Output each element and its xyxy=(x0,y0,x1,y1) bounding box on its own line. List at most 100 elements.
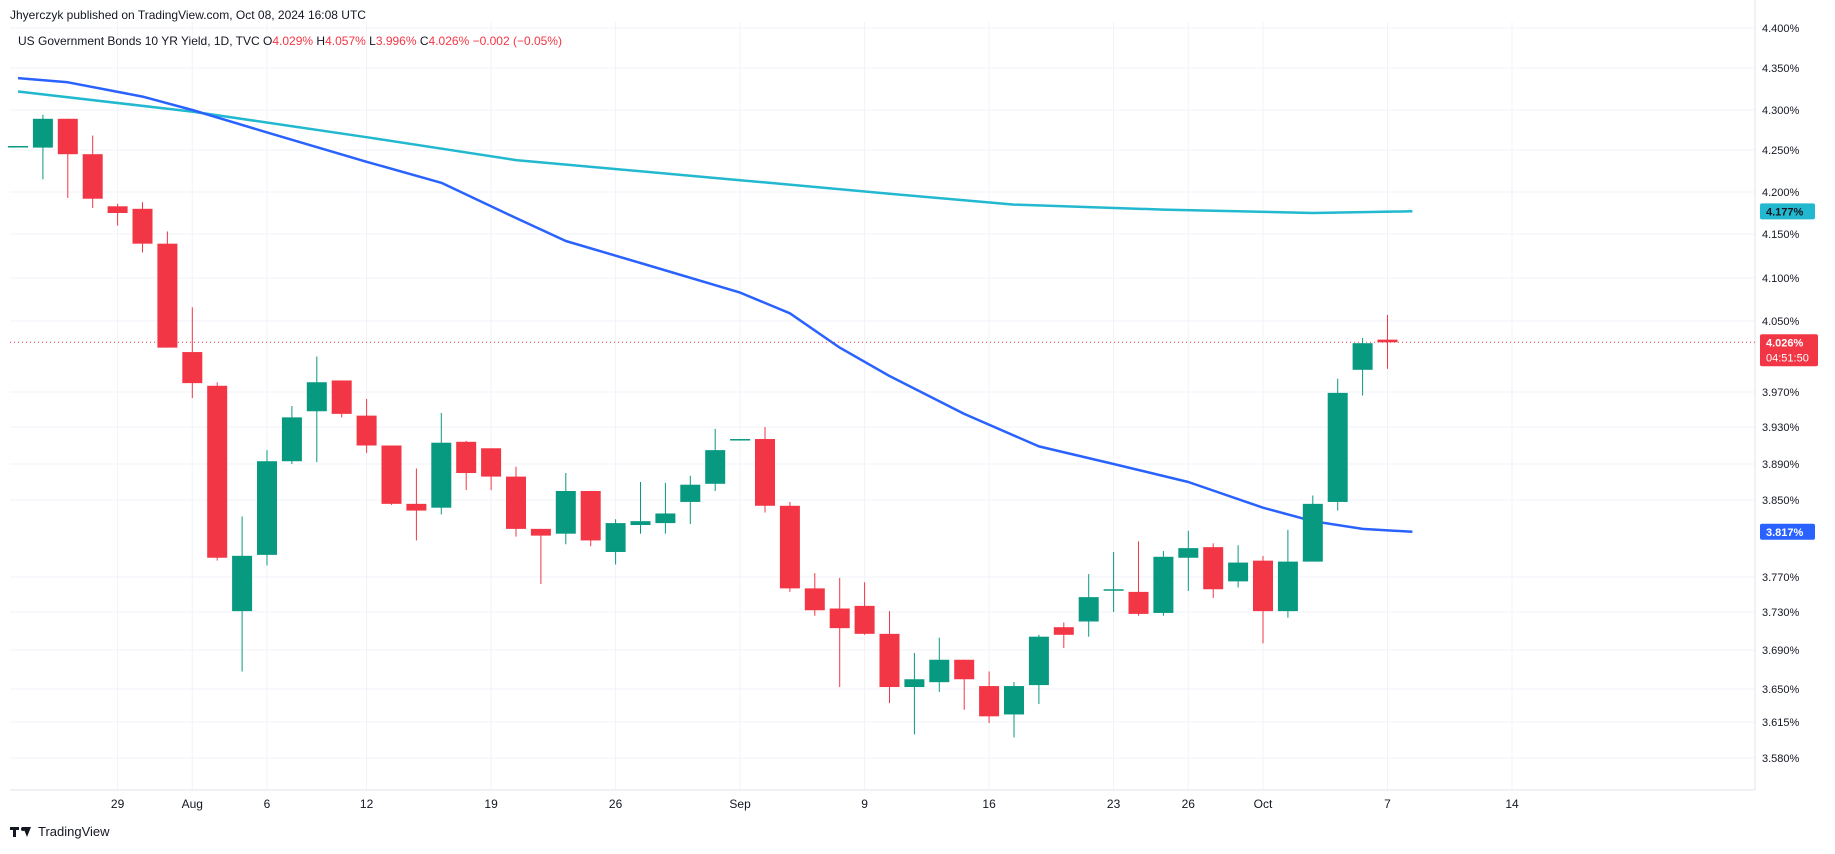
candle-body xyxy=(1277,561,1298,612)
x-tick-label: Oct xyxy=(1254,797,1273,811)
candle-body xyxy=(1377,339,1398,343)
candle-body xyxy=(804,588,825,611)
y-tick-label: 4.100% xyxy=(1762,273,1800,285)
last-price-badge-text: 4.026% xyxy=(1766,337,1804,349)
candle-body xyxy=(929,659,950,683)
candle-body xyxy=(431,442,452,508)
candle-body xyxy=(1103,589,1124,591)
candle-body xyxy=(406,503,427,511)
x-tick-label: 19 xyxy=(484,797,498,811)
candle-body xyxy=(605,523,626,552)
symbol-name: US Government Bonds 10 YR Yield, 1D, TVC xyxy=(18,34,260,48)
y-tick-label: 4.050% xyxy=(1762,316,1800,328)
candle-body xyxy=(207,385,228,558)
footer-brand-text: TradingView xyxy=(38,824,110,839)
y-tick-label: 3.650% xyxy=(1762,684,1800,696)
y-tick-label: 3.890% xyxy=(1762,459,1800,471)
ma200-badge xyxy=(1760,203,1815,220)
candle-body xyxy=(705,450,726,484)
candle-body xyxy=(331,380,352,414)
candle-body xyxy=(281,417,302,462)
y-tick-label: 4.200% xyxy=(1762,187,1800,199)
y-tick-label: 3.970% xyxy=(1762,387,1800,399)
high-value: 4.057% xyxy=(325,34,366,48)
candle-body xyxy=(979,686,1000,717)
ma50-badge xyxy=(1760,523,1815,540)
y-tick-label: 3.690% xyxy=(1762,645,1800,657)
candle-body xyxy=(655,513,676,524)
candle-body xyxy=(680,484,701,502)
tradingview-logo-icon xyxy=(10,825,32,839)
candle-body xyxy=(1078,597,1099,622)
candle-body xyxy=(1053,627,1074,635)
candle-body xyxy=(829,608,850,629)
y-tick-label: 4.300% xyxy=(1762,105,1800,117)
x-tick-label: 26 xyxy=(609,797,623,811)
candle-body xyxy=(1004,686,1024,715)
ma200-badge-text: 4.177% xyxy=(1766,206,1804,218)
y-tick-label: 3.730% xyxy=(1762,607,1800,619)
x-tick-label: 29 xyxy=(111,797,125,811)
candle-body xyxy=(481,448,502,477)
low-value: 3.996% xyxy=(375,34,417,48)
open-label: O xyxy=(263,34,273,48)
candle-body xyxy=(1178,548,1199,558)
candle-body xyxy=(132,208,153,244)
candle-body xyxy=(904,679,925,688)
x-tick-label: 7 xyxy=(1384,797,1391,811)
x-tick-label: 9 xyxy=(861,797,868,811)
x-tick-label: Aug xyxy=(182,797,203,811)
countdown-badge-text: 04:51:50 xyxy=(1766,352,1809,364)
close-label: C xyxy=(419,34,429,48)
y-tick-label: 3.930% xyxy=(1762,422,1800,434)
open-value: 4.029% xyxy=(272,34,314,48)
candle-body xyxy=(1352,343,1373,370)
y-tick-label: 4.150% xyxy=(1762,229,1800,241)
candle-body xyxy=(580,491,601,541)
candle-body xyxy=(1253,560,1273,612)
candle-body xyxy=(506,476,526,529)
candle-body xyxy=(107,206,128,213)
candle-body xyxy=(8,146,28,148)
candle-body xyxy=(1302,503,1323,562)
candle-body xyxy=(879,633,900,688)
candle-body xyxy=(1128,591,1149,614)
candle-body xyxy=(456,441,477,473)
y-tick-label: 4.400% xyxy=(1762,23,1800,35)
high-label: H xyxy=(316,34,326,48)
candle-body xyxy=(1153,556,1174,613)
candle-body xyxy=(157,243,178,348)
candle-body xyxy=(730,439,751,441)
candle-body xyxy=(779,505,800,589)
candle-body xyxy=(1228,562,1249,582)
x-tick-label: 14 xyxy=(1505,797,1519,811)
candle-body xyxy=(555,491,576,534)
candle-body xyxy=(954,659,975,680)
candle-body xyxy=(755,439,775,506)
candle-body xyxy=(1028,636,1049,686)
publisher-line: Jhyerczyk published on TradingView.com, … xyxy=(10,8,366,22)
x-tick-label: 26 xyxy=(1182,797,1196,811)
ma200-line xyxy=(17,90,1413,215)
candle-body xyxy=(1327,392,1348,502)
candle-body xyxy=(630,521,651,526)
candle-body xyxy=(530,528,551,536)
last-price-badge xyxy=(1760,334,1818,367)
x-tick-label: 12 xyxy=(360,797,374,811)
y-tick-label: 4.250% xyxy=(1762,145,1800,157)
x-tick-label: 16 xyxy=(982,797,996,811)
ma50-line xyxy=(17,76,1413,534)
candle-body xyxy=(306,382,327,412)
footer-brand[interactable]: TradingView xyxy=(10,824,110,839)
candle-body xyxy=(82,154,103,199)
candle-body xyxy=(232,555,253,612)
symbol-legend: US Government Bonds 10 YR Yield, 1D, TVC… xyxy=(18,34,562,48)
candle-body xyxy=(57,118,78,155)
y-tick-label: 3.770% xyxy=(1762,572,1800,584)
y-tick-label: 3.850% xyxy=(1762,495,1800,507)
candle-body xyxy=(257,461,277,555)
candle-body xyxy=(381,445,402,504)
candle-body xyxy=(1203,547,1224,590)
